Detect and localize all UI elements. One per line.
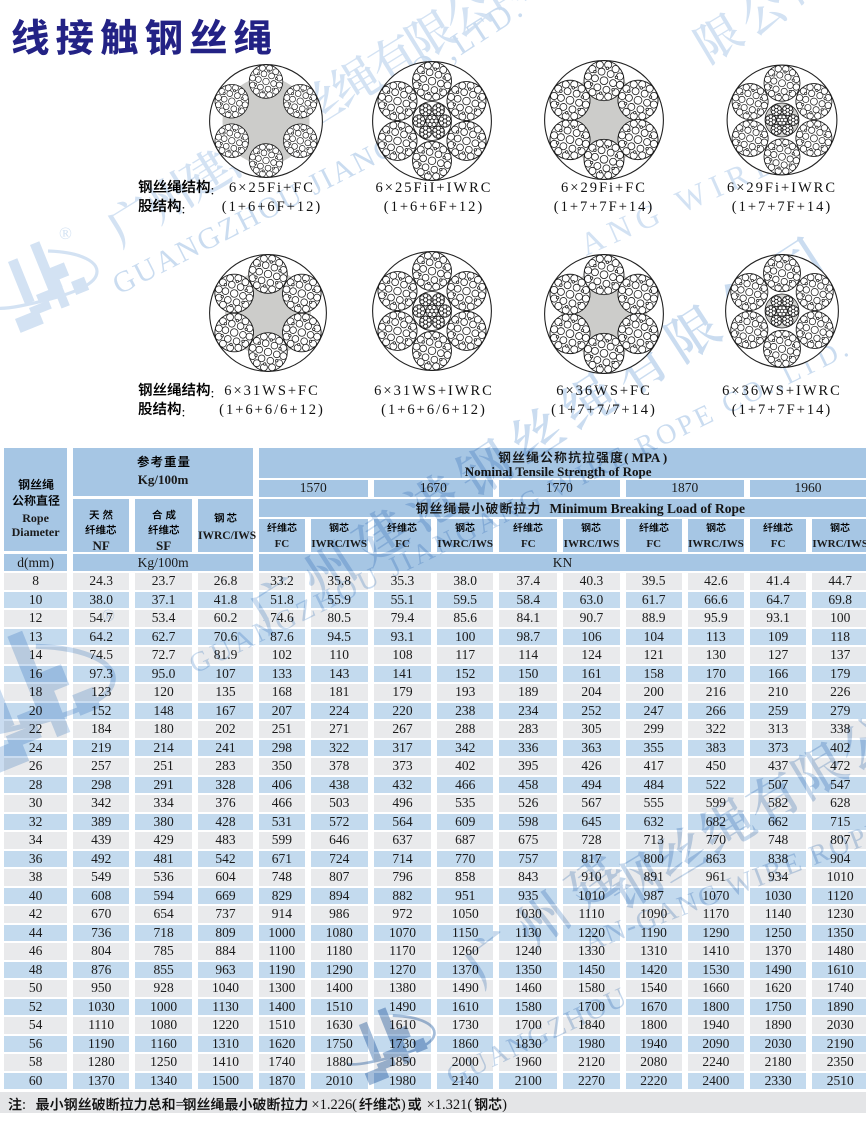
svg-text:GUANGZHOU JIANGANG WIRE ROPE C: GUANGZHOU JIANGANG WIRE ROPE CO.,LTD. — [184, 331, 856, 680]
svg-text:): ) — [502, 1097, 507, 1113]
svg-text:( MPA ): ( MPA ) — [624, 450, 667, 465]
svg-text:): ) — [401, 1097, 406, 1113]
svg-text:(: ( — [467, 1097, 472, 1113]
svg-text:GUANGZHOU: GUANGZHOU — [442, 981, 634, 1092]
svg-text:®: ® — [102, 606, 115, 625]
svg-text::: : — [22, 1097, 26, 1113]
svg-text:Minimum Breaking Load of Rope: Minimum Breaking Load of Rope — [550, 501, 746, 516]
svg-text:×1.321: ×1.321 — [427, 1097, 468, 1113]
svg-text:×1.226: ×1.226 — [311, 1097, 352, 1113]
svg-text:®: ® — [59, 224, 72, 243]
svg-text:=: = — [176, 1097, 184, 1113]
svg-text:(: ( — [352, 1097, 357, 1113]
svg-text:AN-GANG WIRE ROPE CO.,LTD.: AN-GANG WIRE ROPE CO.,LTD. — [579, 765, 866, 958]
